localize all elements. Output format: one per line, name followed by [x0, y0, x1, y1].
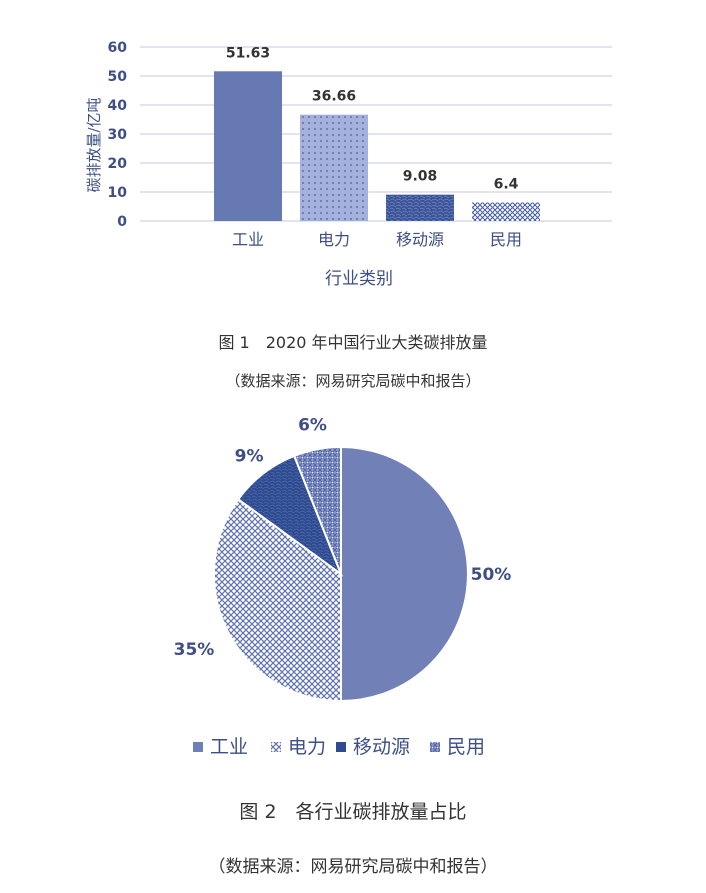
- pie-slices: [213, 445, 469, 703]
- bar-x-tick-labels: 工业 电力 移动源 民用: [232, 230, 522, 249]
- bar-y-tick-label: 30: [108, 127, 128, 143]
- bar-chart: 0 10 20 30 40 50 60 51.63 36.66 9.08 6.4 工业 电力 移动源 民…: [85, 40, 612, 289]
- bar-data-label: 51.63: [226, 45, 270, 61]
- bar-4: [472, 202, 540, 221]
- bar-x-tick-label: 电力: [318, 230, 350, 249]
- bar-data-label: 6.4: [494, 176, 519, 192]
- pie-chart: 50% 35% 9% 6% 工业 电力 移动源 民用: [174, 416, 512, 758]
- legend-swatch: [430, 742, 440, 752]
- figure-2-source: （数据来源：网易研究局碳中和报告）: [208, 857, 498, 877]
- bar-x-axis-title: 行业类别: [325, 269, 393, 289]
- bar-y-tick-label: 20: [108, 156, 128, 172]
- figure-2-caption: 图 2 各行业碳排放量占比: [239, 801, 467, 823]
- pie-slice-4: [292, 445, 342, 575]
- bar-x-tick-label: 移动源: [396, 230, 444, 249]
- bar-gridlines: [140, 46, 612, 222]
- bar-y-tick-labels: 0 10 20 30 40 50 60: [108, 40, 128, 230]
- bar-y-tick-label: 60: [108, 40, 128, 56]
- pie-data-labels: 50% 35% 9% 6%: [174, 416, 512, 660]
- bar-y-axis-title: 碳排放量/亿吨: [85, 97, 103, 192]
- bar-data-label: 36.66: [312, 89, 356, 105]
- bar-x-tick-label: 工业: [232, 230, 264, 249]
- bar-data-label: 9.08: [403, 169, 438, 185]
- bar-y-tick-label: 10: [108, 185, 128, 201]
- figure-1-source: （数据来源：网易研究局碳中和报告）: [225, 372, 481, 390]
- bar-y-tick-label: 0: [117, 214, 127, 230]
- pie-data-label: 50%: [471, 565, 512, 585]
- legend-swatch: [193, 742, 203, 752]
- bar-y-tick-label: 50: [108, 69, 128, 85]
- pie-data-label: 9%: [235, 446, 264, 466]
- legend-label: 移动源: [353, 736, 410, 758]
- legend-label: 工业: [210, 736, 248, 758]
- bar-1: [214, 71, 282, 221]
- pie-legend: 工业 电力 移动源 民用: [193, 736, 485, 758]
- bar-series: [214, 71, 540, 221]
- legend-label: 民用: [447, 736, 485, 758]
- legend-swatch: [336, 742, 346, 752]
- pie-data-label: 35%: [174, 640, 215, 660]
- pie-slice-1: [340, 445, 469, 703]
- bar-data-labels: 51.63 36.66 9.08 6.4: [226, 45, 519, 192]
- bar-2: [300, 114, 368, 221]
- bar-y-tick-label: 40: [108, 98, 128, 114]
- figure-1-caption: 图 1 2020 年中国行业大类碳排放量: [218, 333, 488, 352]
- bar-3: [386, 194, 454, 221]
- pie-data-label: 6%: [298, 416, 327, 436]
- legend-swatch: [271, 742, 281, 752]
- pie-slice-2: [213, 497, 342, 703]
- legend-label: 电力: [288, 736, 326, 758]
- bar-x-tick-label: 民用: [490, 230, 522, 249]
